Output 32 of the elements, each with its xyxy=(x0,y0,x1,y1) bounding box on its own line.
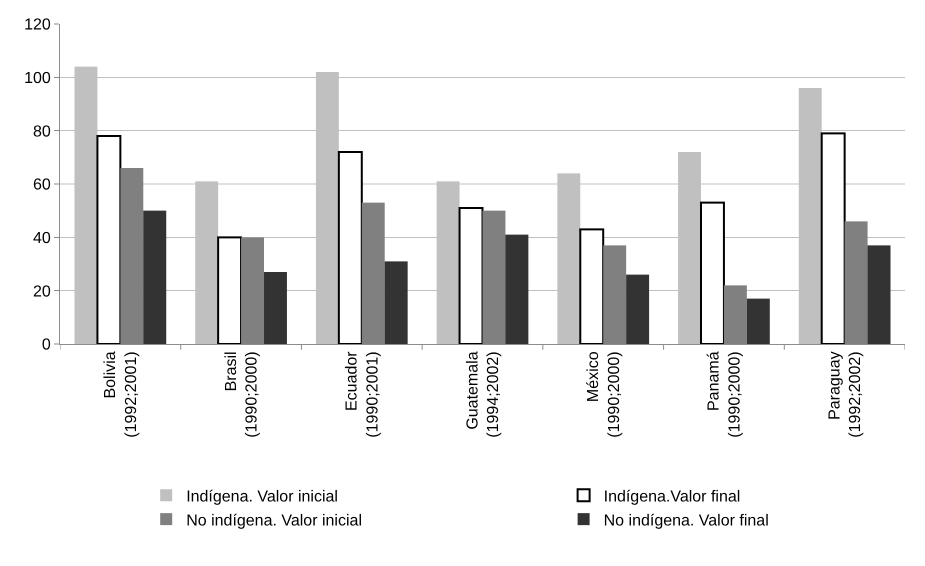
x-tick-label: Guatemala (1994;2002) xyxy=(464,351,502,438)
x-tick-label: México (1990;2000) xyxy=(585,351,623,438)
y-tick-label: 100 xyxy=(24,70,51,87)
x-tick-label: Paraguay (1992;2002) xyxy=(826,351,864,438)
legend-label: No indígena. Valor final xyxy=(604,512,769,530)
bar xyxy=(264,272,287,344)
bar xyxy=(96,135,122,344)
y-tick-label: 60 xyxy=(33,176,51,194)
legend-label: No indígena. Valor inicial xyxy=(186,512,362,530)
x-tick-label: Bolivia (1992;2001) xyxy=(102,351,140,438)
x-tick-label: Ecuador (1990;2001) xyxy=(344,350,382,438)
bar xyxy=(384,261,408,344)
x-tick-label: Panamá (1990;2000) xyxy=(706,351,744,438)
bar xyxy=(143,210,166,344)
bar xyxy=(217,236,242,344)
bar xyxy=(626,274,650,344)
bar xyxy=(820,132,846,344)
bar xyxy=(868,245,891,344)
legend-label: Indígena. Valor inicial xyxy=(186,488,338,506)
y-tick-label: 20 xyxy=(33,283,51,300)
bar xyxy=(458,207,484,344)
bar xyxy=(338,151,363,344)
y-tick-label: 80 xyxy=(33,123,51,140)
bar xyxy=(746,298,770,344)
legend-label: Indígena.Valor final xyxy=(604,488,740,506)
x-tick-label: Brasil (1990;2000) xyxy=(222,351,261,438)
y-tick-label: 120 xyxy=(24,16,51,34)
y-tick-label: 0 xyxy=(42,336,51,354)
bar xyxy=(579,228,604,344)
bar xyxy=(505,234,528,344)
y-tick-label: 40 xyxy=(33,230,51,247)
bar xyxy=(700,202,725,344)
